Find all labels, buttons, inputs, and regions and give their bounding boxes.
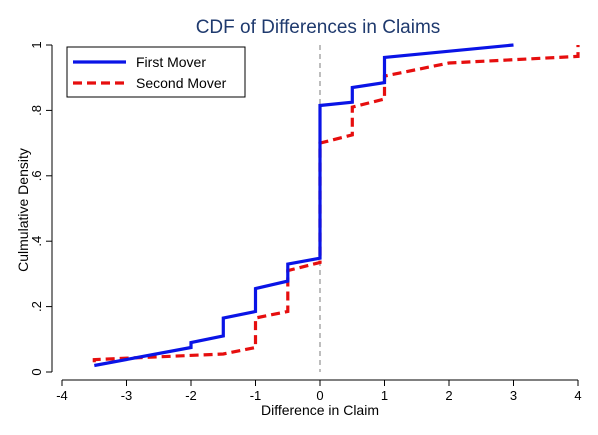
x-tick-label: 2 [445, 388, 452, 403]
series-group [92, 43, 580, 368]
y-ticks: 0 .2 .4 .6 .8 1 [29, 41, 52, 376]
second-mover-line [92, 45, 580, 363]
first-mover-line [94, 43, 514, 368]
y-tick-label: 0 [29, 368, 44, 375]
legend: First Mover Second Mover [66, 46, 246, 98]
y-axis-title: Culmulative Density [15, 148, 31, 272]
x-tick-label: 0 [316, 388, 323, 403]
x-tick-label: 1 [381, 388, 388, 403]
x-axis-title: Difference in Claim [261, 402, 379, 418]
x-tick-label: -3 [121, 388, 133, 403]
x-tick-label: 4 [574, 388, 581, 403]
legend-label: Second Mover [136, 75, 227, 91]
y-tick-label: .8 [29, 105, 44, 116]
x-tick-label: -2 [185, 388, 197, 403]
legend-box [66, 46, 246, 98]
chart-title: CDF of Differences in Claims [196, 17, 441, 38]
x-tick-label: 3 [510, 388, 517, 403]
x-ticks: -4 -3 -2 -1 0 1 2 3 4 [56, 380, 582, 403]
y-tick-label: .6 [29, 170, 44, 181]
x-tick-label: -4 [56, 388, 68, 403]
y-tick-label: .4 [29, 236, 44, 247]
y-tick-label: 1 [29, 41, 44, 48]
x-tick-label: -1 [250, 388, 262, 403]
legend-label: First Mover [136, 54, 206, 70]
y-tick-label: .2 [29, 301, 44, 312]
